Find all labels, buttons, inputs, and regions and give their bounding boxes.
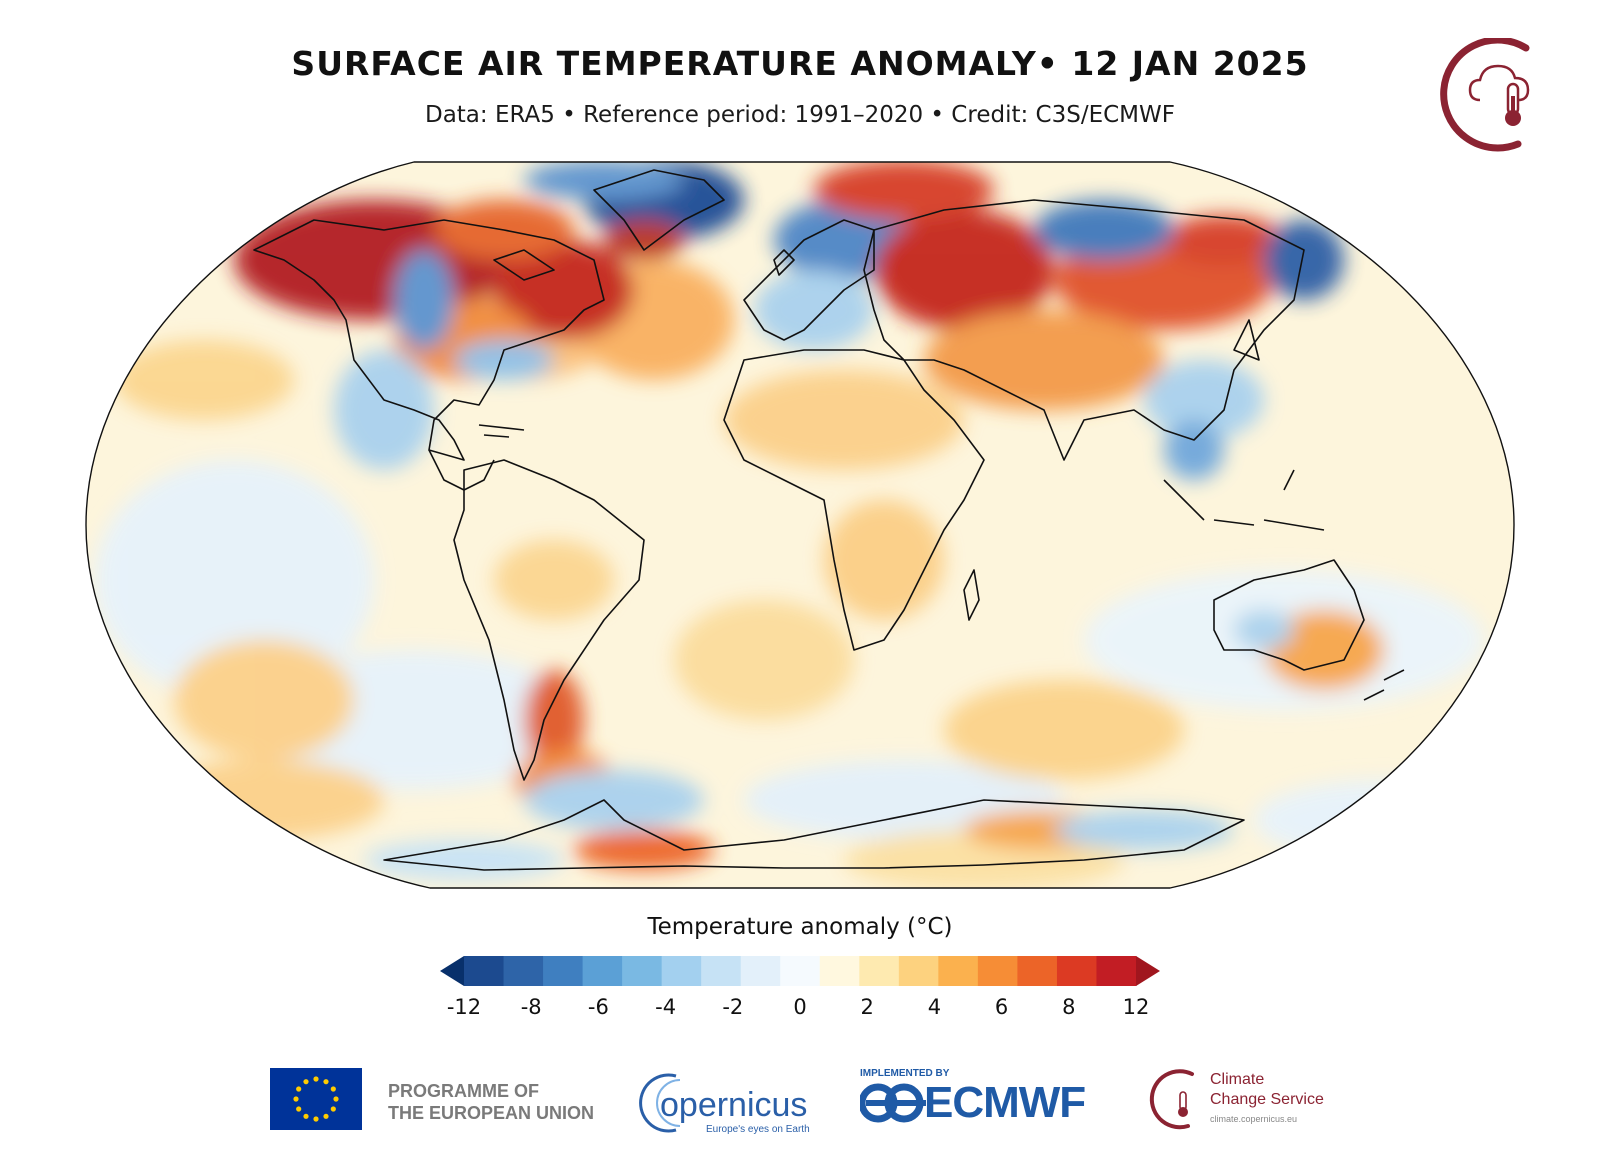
- colorbar-segment: [661, 956, 702, 986]
- copernicus-tagline: Europe's eyes on Earth: [706, 1124, 810, 1135]
- colorbar-segment: [938, 956, 979, 986]
- colorbar-segment: [740, 956, 781, 986]
- colorbar-tick-label: 6: [994, 995, 1009, 1019]
- page-title: SURFACE AIR TEMPERATURE ANOMALY• 12 JAN …: [291, 44, 1309, 83]
- colorbar-tick-label: -2: [722, 995, 744, 1019]
- colorbar-segment: [543, 956, 584, 986]
- eu-star-icon: [313, 1076, 319, 1082]
- ecmwf-logo-icon: [860, 1083, 926, 1123]
- c3s-footer-url: climate.copernicus.eu: [1210, 1114, 1298, 1124]
- colorbar-tick-label: 12: [1122, 995, 1150, 1019]
- eu-programme-text: PROGRAMME OF THE EUROPEAN UNION: [388, 1081, 595, 1123]
- eu-star-icon: [313, 1116, 319, 1122]
- eu-star-icon: [333, 1096, 339, 1102]
- colorbar-segment: [622, 956, 663, 986]
- colorbar-tick-label: 8: [1062, 995, 1076, 1019]
- c3s-footer-name: Climate Change Service: [1210, 1071, 1324, 1108]
- eu-star-icon: [330, 1086, 336, 1092]
- colorbar-segment: [1056, 956, 1097, 986]
- colorbar-segment: [1017, 956, 1058, 986]
- colorbar-tick-label: -6: [587, 995, 609, 1019]
- colorbar-segment: [701, 956, 742, 986]
- eu-star-icon: [323, 1079, 329, 1085]
- colorbar-segment: [898, 956, 939, 986]
- eu-star-icon: [330, 1106, 336, 1112]
- colorbar-segment: [859, 956, 900, 986]
- ecmwf-wordmark: ECMWF: [924, 1078, 1086, 1127]
- c3s-thermometer-logo-icon: [1440, 38, 1530, 152]
- colorbar-title: Temperature anomaly (°C): [647, 914, 953, 940]
- colorbar-segment: [780, 956, 821, 986]
- colorbar-tick-label: -12: [446, 995, 482, 1019]
- page-subtitle: Data: ERA5 • Reference period: 1991–2020…: [424, 102, 1175, 128]
- c3s-footer-logo-icon: [1149, 1069, 1194, 1130]
- eu-star-icon: [323, 1113, 329, 1119]
- eu-flag-icon: [270, 1068, 362, 1130]
- eu-star-icon: [296, 1106, 302, 1112]
- colorbar-segment: [1096, 956, 1137, 986]
- footer: PROGRAMME OF THE EUROPEAN UNION opernicu…: [0, 1068, 1600, 1160]
- eu-star-icon: [293, 1096, 299, 1102]
- colorbar-tick-label: -8: [520, 995, 542, 1019]
- colorbar-segment: [503, 956, 544, 986]
- colorbar-tick-label: 0: [793, 995, 807, 1019]
- colorbar-segment: [582, 956, 623, 986]
- colorbar-arrow-low: [440, 956, 464, 986]
- eu-star-icon: [303, 1079, 309, 1085]
- colorbar-arrow-high: [1136, 956, 1160, 986]
- eu-star-icon: [296, 1086, 302, 1092]
- copernicus-logo-icon: [639, 1073, 681, 1133]
- colorbar-tick-label: -4: [655, 995, 677, 1019]
- colorbar-segment: [464, 956, 505, 986]
- colorbar-segment: [819, 956, 860, 986]
- eu-star-icon: [303, 1113, 309, 1119]
- colorbar-tick-label: 2: [860, 995, 874, 1019]
- temperature-anomaly-map: [85, 161, 1515, 889]
- copernicus-wordmark: opernicus: [660, 1086, 808, 1124]
- colorbar-ticks: -12 -8 -6 -4 -2 0 2 4 6 8 12: [0, 995, 1600, 1025]
- colorbar-segment: [977, 956, 1018, 986]
- colorbar: [440, 956, 1160, 986]
- ecmwf-implemented-by: IMPLEMENTED BY: [860, 1068, 950, 1079]
- colorbar-tick-label: 4: [927, 995, 942, 1019]
